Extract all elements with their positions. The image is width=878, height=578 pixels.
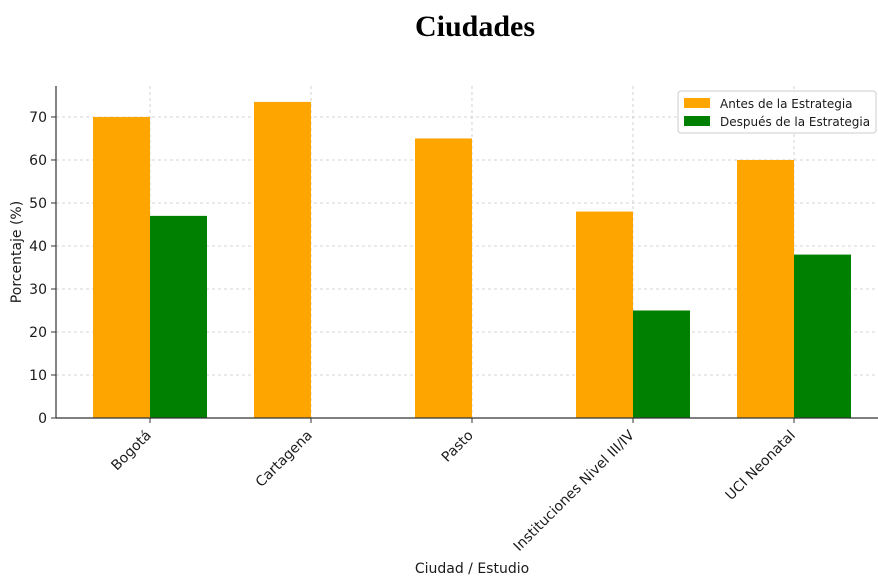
legend-swatch (684, 116, 710, 126)
x-tick-label: Bogotá (108, 428, 154, 474)
x-tick-label: UCI Neonatal (723, 428, 799, 504)
y-tick-labels: 0 10 20 30 40 50 60 70 (29, 110, 47, 427)
bar-antes (254, 101, 311, 418)
y-tick-label: 30 (29, 282, 47, 298)
y-tick-label: 60 (29, 153, 47, 169)
y-tick-label: 50 (29, 196, 47, 212)
y-tick-label: 0 (38, 411, 47, 427)
legend-label: Después de la Estrategia (720, 115, 870, 129)
y-tick-label: 10 (29, 368, 47, 384)
legend-label: Antes de la Estrategia (720, 97, 853, 111)
y-axis-label: Porcentaje (%) (9, 201, 25, 303)
bar-antes (93, 116, 150, 418)
y-tick-label: 40 (29, 239, 47, 255)
chart-title: Ciudades (414, 10, 536, 43)
bar-despues (633, 310, 690, 418)
bar-despues (794, 254, 851, 418)
legend: Antes de la Estrategia Después de la Estr… (677, 90, 877, 134)
axes (51, 86, 878, 423)
bar-antes (737, 159, 794, 418)
legend-swatch (684, 98, 710, 108)
bar-antes (576, 211, 633, 418)
x-tick-labels: Bogotá Cartagena Pasto Instituciones Nivel … (108, 427, 798, 554)
y-tick-label: 20 (29, 325, 47, 341)
x-tick-label: Pasto (439, 428, 477, 466)
x-tick-label: Instituciones Nivel III/IV (511, 427, 638, 554)
bars (93, 101, 851, 419)
x-axis-label: Ciudad / Estudio (415, 561, 529, 577)
x-tick-label: Cartagena (253, 428, 316, 491)
y-tick-label: 70 (29, 110, 47, 126)
legend-box (677, 90, 877, 134)
bar-antes (415, 138, 472, 419)
bar-despues (150, 215, 207, 418)
